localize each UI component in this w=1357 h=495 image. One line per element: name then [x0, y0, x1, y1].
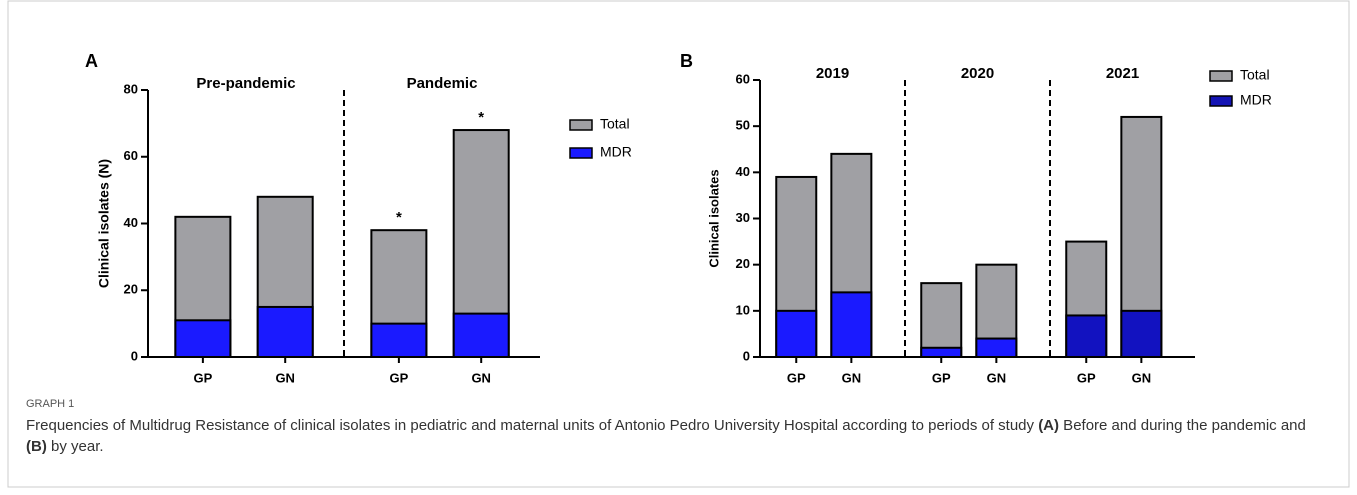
group-label: 2020 — [961, 65, 994, 82]
y-tick-label: 50 — [736, 118, 750, 133]
x-tick-label: GN — [987, 370, 1007, 385]
legend-label: Total — [600, 116, 630, 132]
caption: Frequencies of Multidrug Resistance of c… — [26, 415, 1326, 457]
legend-label: MDR — [1240, 92, 1272, 108]
caption-ref: (A) — [1038, 417, 1060, 434]
x-tick-label: GP — [1077, 370, 1096, 385]
legend-swatch — [569, 147, 593, 159]
y-tick-label: 40 — [124, 215, 138, 230]
y-tick-label: 0 — [131, 348, 138, 363]
caption-text: Frequencies of Multidrug Resistance of c… — [26, 417, 1039, 434]
caption-label: GRAPH 1 — [26, 398, 74, 410]
legend-label: Total — [1240, 67, 1270, 83]
bar — [1065, 314, 1108, 359]
bar — [920, 282, 963, 358]
bar — [256, 305, 314, 358]
y-tick-label: 30 — [736, 210, 750, 225]
y-tick-label: 20 — [736, 256, 750, 271]
bar — [370, 322, 428, 358]
bar — [775, 309, 818, 359]
group-label: Pandemic — [407, 75, 478, 92]
caption-text: by year. — [46, 438, 104, 455]
y-axis-label: Clinical isolates (N) — [96, 159, 112, 288]
x-tick-label: GN — [842, 370, 862, 385]
panel-label: B — [680, 51, 693, 71]
y-tick-label: 40 — [736, 164, 750, 179]
y-tick-label: 0 — [743, 348, 750, 363]
group-label: 2019 — [816, 65, 849, 82]
bar — [975, 337, 1018, 358]
y-tick-label: 80 — [124, 81, 138, 96]
group-label: Pre-pandemic — [196, 75, 295, 92]
x-tick-label: GP — [389, 370, 408, 385]
y-tick-label: 60 — [736, 71, 750, 86]
legend-label: MDR — [600, 144, 632, 160]
x-tick-label: GN — [471, 370, 491, 385]
y-tick-label: 60 — [124, 148, 138, 163]
caption-ref: (B) — [26, 438, 47, 455]
bar — [830, 291, 873, 358]
legend-swatch — [1209, 70, 1233, 82]
legend-swatch — [1209, 95, 1233, 107]
x-tick-label: GP — [932, 370, 951, 385]
frame — [7, 0, 1350, 488]
annotation: * — [478, 109, 484, 126]
y-tick-label: 10 — [736, 302, 750, 317]
y-axis-label: Clinical isolates — [706, 169, 721, 267]
y-tick-label: 20 — [124, 282, 138, 297]
annotation: * — [396, 209, 402, 226]
caption-text: Before and during the pandemic and — [1059, 417, 1306, 434]
group-label: 2021 — [1106, 65, 1139, 82]
bar — [174, 319, 232, 359]
x-tick-label: GN — [1132, 370, 1152, 385]
panel-label: A — [85, 51, 98, 71]
x-tick-label: GN — [275, 370, 295, 385]
x-tick-label: GP — [193, 370, 212, 385]
bar — [920, 346, 963, 358]
x-tick-label: GP — [787, 370, 806, 385]
bar — [452, 312, 510, 358]
legend-swatch — [569, 119, 593, 131]
bar — [1120, 309, 1163, 359]
